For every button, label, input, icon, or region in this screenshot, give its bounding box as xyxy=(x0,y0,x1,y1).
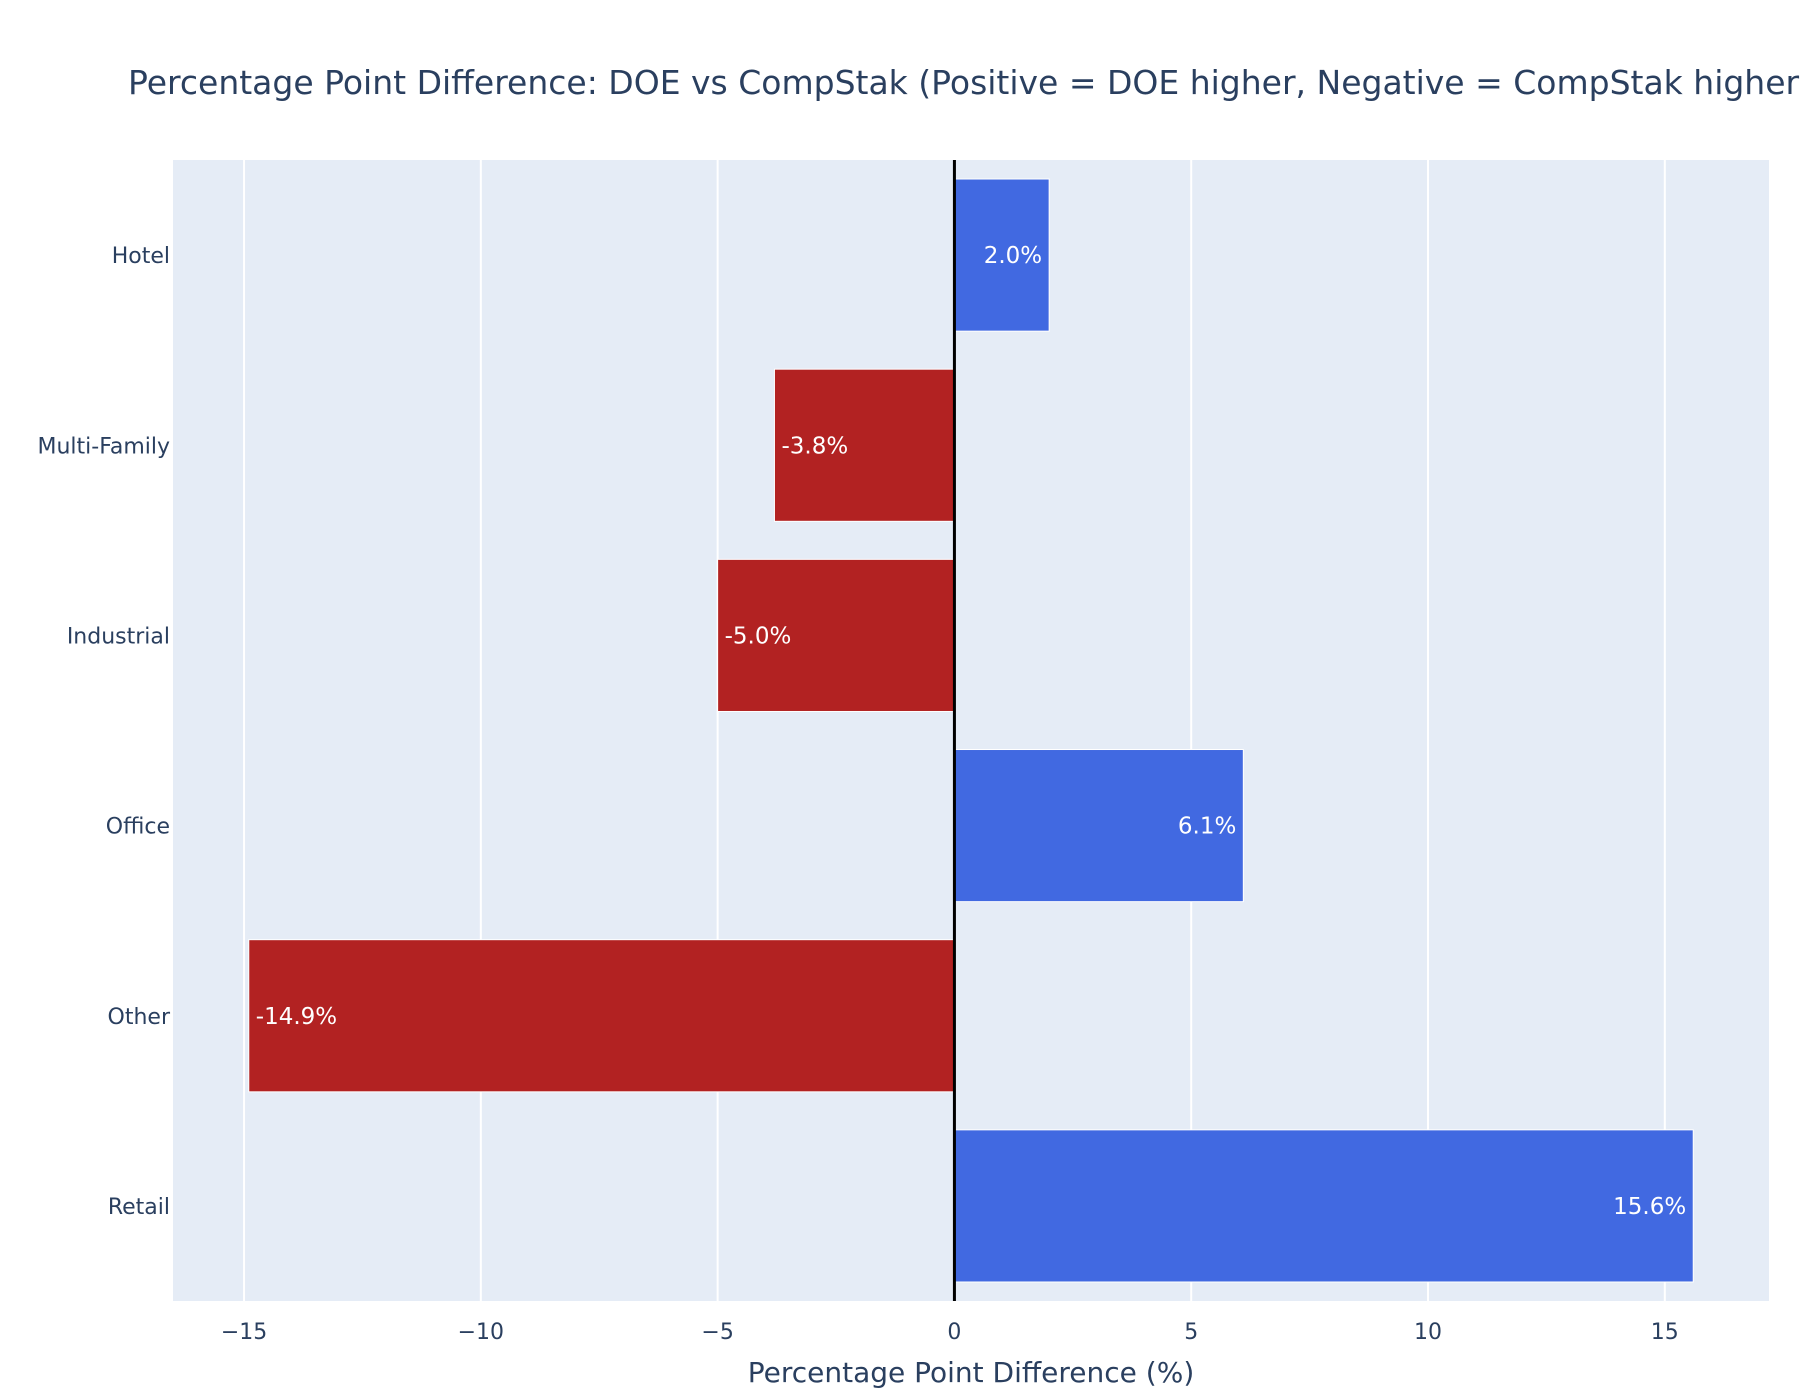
y-tick-label: Other xyxy=(108,1005,171,1030)
y-tick-label: Office xyxy=(106,815,170,840)
y-tick-label: Retail xyxy=(108,1195,170,1220)
bar-value-label: 15.6% xyxy=(1613,1194,1686,1220)
bar-hotel xyxy=(953,178,1050,332)
x-tick-label: 5 xyxy=(1184,1320,1198,1345)
bar-office xyxy=(953,749,1244,903)
x-tick-label: −15 xyxy=(221,1320,267,1345)
x-tick-label: 10 xyxy=(1414,1320,1442,1345)
chart-title: Percentage Point Difference: DOE vs Comp… xyxy=(128,63,1800,102)
y-axis-ticks: Retail Other Office Industrial Multi-Family H… xyxy=(37,244,170,1220)
y-tick-label: Multi-Family xyxy=(37,434,170,459)
bar-value-label: -14.9% xyxy=(256,1004,337,1030)
bar-other xyxy=(248,939,955,1093)
x-tick-label: −10 xyxy=(458,1320,504,1345)
bar-retail xyxy=(953,1129,1694,1283)
x-tick-label: 0 xyxy=(947,1320,961,1345)
bar-value-label: -3.8% xyxy=(781,433,848,459)
bar-industrial xyxy=(717,558,955,712)
y-tick-label: Industrial xyxy=(67,624,170,649)
x-axis-ticks: −15 −10 −5 0 5 10 15 xyxy=(221,1320,1679,1345)
x-tick-label: −5 xyxy=(701,1320,733,1345)
bars xyxy=(248,178,1694,1283)
bar-multi-family xyxy=(773,368,955,522)
bar-labels: 15.6% -14.9% 6.1% -5.0% -3.8% 2.0% xyxy=(256,243,1686,1220)
bar-value-label: -5.0% xyxy=(725,623,792,649)
x-axis-title: Percentage Point Difference (%) xyxy=(748,1356,1195,1389)
grid xyxy=(243,160,1666,1301)
bar-value-label: 6.1% xyxy=(1178,814,1236,840)
y-tick-label: Hotel xyxy=(112,244,170,269)
x-tick-label: 15 xyxy=(1651,1320,1679,1345)
bar-value-label: 2.0% xyxy=(984,243,1042,269)
plot-background xyxy=(173,160,1769,1301)
